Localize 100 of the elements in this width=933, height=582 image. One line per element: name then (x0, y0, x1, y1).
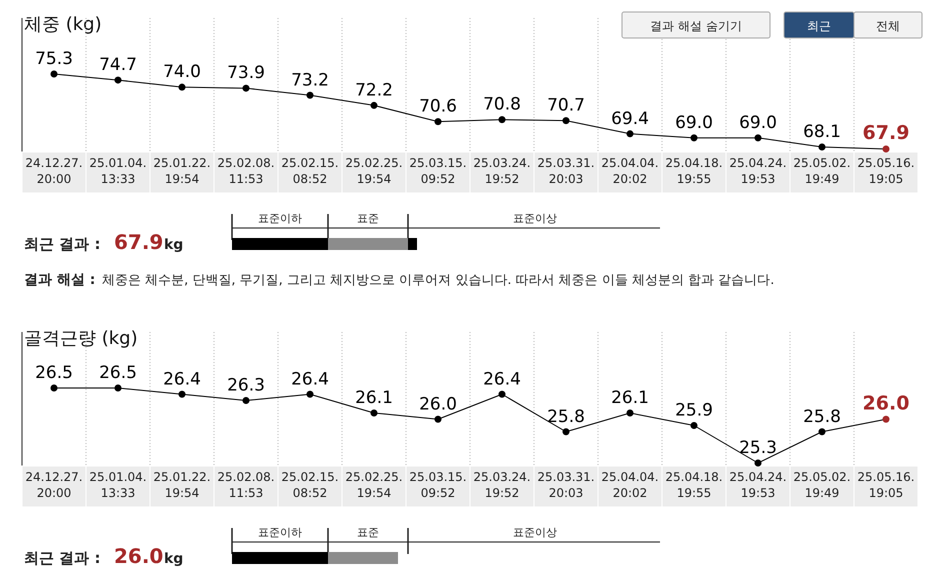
point (690, 134, 698, 142)
x-tick-label: 25.02.15. 08:52 (281, 156, 339, 186)
point (178, 390, 186, 398)
x-tick-label: 24.12.27. 20:00 (25, 470, 83, 500)
data-label: 69.4 (611, 108, 649, 129)
x-tick-label: 25.02.08. 11:53 (217, 156, 275, 186)
data-label: 70.7 (547, 96, 585, 116)
x-tick-label: 25.01.22. 19:54 (153, 156, 211, 186)
data-label: 26.0 (862, 392, 910, 414)
x-tick-label: 25.04.18. 19:55 (665, 156, 723, 186)
data-label: 26.4 (291, 369, 329, 390)
x-tick-label: 25.01.04. 13:33 (89, 470, 147, 500)
text: 표준이상 (513, 212, 557, 225)
data-label: 26.3 (227, 376, 265, 396)
point (754, 460, 762, 466)
data-label: 74.7 (99, 55, 137, 76)
x-tick-label: 25.04.24. 19:53 (729, 156, 787, 186)
point (114, 76, 122, 84)
data-label: 69.0 (675, 112, 713, 133)
point (114, 384, 122, 392)
x-tick-label: 25.04.24. 19:53 (729, 470, 787, 500)
x-tick-label: 25.03.31. 20:03 (537, 470, 595, 500)
point (306, 390, 314, 398)
point (818, 428, 826, 436)
x-tick-label: 25.02.15. 08:52 (281, 470, 339, 500)
x-tick-label: 25.04.18. 19:55 (665, 470, 723, 500)
point (178, 84, 186, 91)
point (626, 130, 634, 138)
x-tick-label: 25.02.08. 11:53 (217, 470, 275, 500)
data-label: 26.5 (99, 363, 137, 383)
x-tick-label: 25.02.25. 19:54 (345, 470, 403, 500)
text: 표준 (357, 212, 379, 225)
x-tick-label: 25.05.02. 19:49 (793, 156, 851, 186)
data-label: 25.9 (675, 400, 713, 420)
point (882, 416, 890, 423)
point (562, 117, 570, 124)
point (498, 390, 506, 398)
data-label: 74.0 (163, 62, 201, 82)
point (50, 70, 58, 78)
point (306, 92, 314, 99)
text: 표준이하 (258, 526, 302, 539)
x-tick-label: 25.01.04. 13:33 (89, 156, 147, 186)
data-label: 25.3 (739, 438, 777, 458)
data-label: 73.2 (291, 70, 329, 90)
text: kg (164, 237, 184, 253)
point (434, 118, 442, 126)
x-tick-label: 24.12.27. 20:00 (25, 156, 83, 186)
data-label: 68.1 (803, 122, 841, 142)
text: 표준이상 (513, 526, 557, 539)
point (498, 116, 506, 124)
data-label: 70.8 (483, 94, 521, 115)
data-label: 73.9 (227, 63, 265, 84)
chart-title: 체중 (kg) (24, 14, 102, 35)
point (370, 410, 378, 416)
data-label: 26.4 (163, 369, 201, 390)
data-label: 70.6 (419, 96, 457, 117)
data-label: 25.8 (803, 406, 841, 427)
data-label: 26.4 (483, 369, 521, 390)
point (242, 84, 250, 92)
x-tick-label: 25.03.15. 09:52 (409, 156, 467, 186)
data-label: 75.3 (35, 49, 73, 69)
button: 전체 (854, 12, 922, 38)
text: 표준 (357, 526, 379, 539)
text: 최근 결과 : (24, 235, 100, 253)
data-label: 26.0 (419, 394, 457, 414)
point (690, 422, 698, 429)
text: kg (164, 551, 184, 567)
data-label: 69.0 (739, 112, 777, 133)
data-label: 26.5 (35, 363, 73, 383)
text: 최근 결과 : (24, 549, 100, 567)
text: 결과 해설 : (24, 272, 96, 288)
text: 67.9 (114, 230, 164, 254)
x-tick-label: 25.03.24. 19:52 (473, 156, 531, 186)
data-label: 25.8 (547, 406, 585, 427)
x-tick-label: 25.02.25. 19:54 (345, 156, 403, 186)
button: 결과 해설 숨기기 (622, 12, 770, 38)
point (50, 384, 58, 392)
x-tick-label: 25.04.04. 20:02 (601, 470, 659, 500)
point (754, 134, 762, 142)
data-label: 26.1 (611, 388, 649, 408)
x-tick-label: 25.05.16. 19:05 (857, 470, 915, 500)
x-tick-label: 25.03.24. 19:52 (473, 470, 531, 500)
point (562, 428, 570, 436)
x-tick-label: 25.03.31. 20:03 (537, 156, 595, 186)
point (242, 397, 250, 404)
point (370, 102, 378, 109)
point (434, 416, 442, 423)
point (882, 146, 890, 152)
x-tick-label: 25.03.15. 09:52 (409, 470, 467, 500)
text: 체중은 체수분, 단백질, 무기질, 그리고 체지방으로 이루어져 있습니다. 따라서 체중은 이들 체성분의 합과 같습니다. (102, 273, 774, 288)
chart-title: 골격근량 (kg) (24, 328, 138, 349)
data-label: 72.2 (355, 80, 393, 100)
point (818, 143, 826, 150)
point (626, 410, 634, 416)
x-tick-label: 25.05.02. 19:49 (793, 470, 851, 500)
x-tick-label: 25.01.22. 19:54 (153, 470, 211, 500)
data-label: 67.9 (862, 122, 910, 144)
x-tick-label: 25.05.16. 19:05 (857, 156, 915, 186)
text: 표준이하 (258, 212, 302, 225)
x-tick-label: 25.04.04. 20:02 (601, 156, 659, 186)
